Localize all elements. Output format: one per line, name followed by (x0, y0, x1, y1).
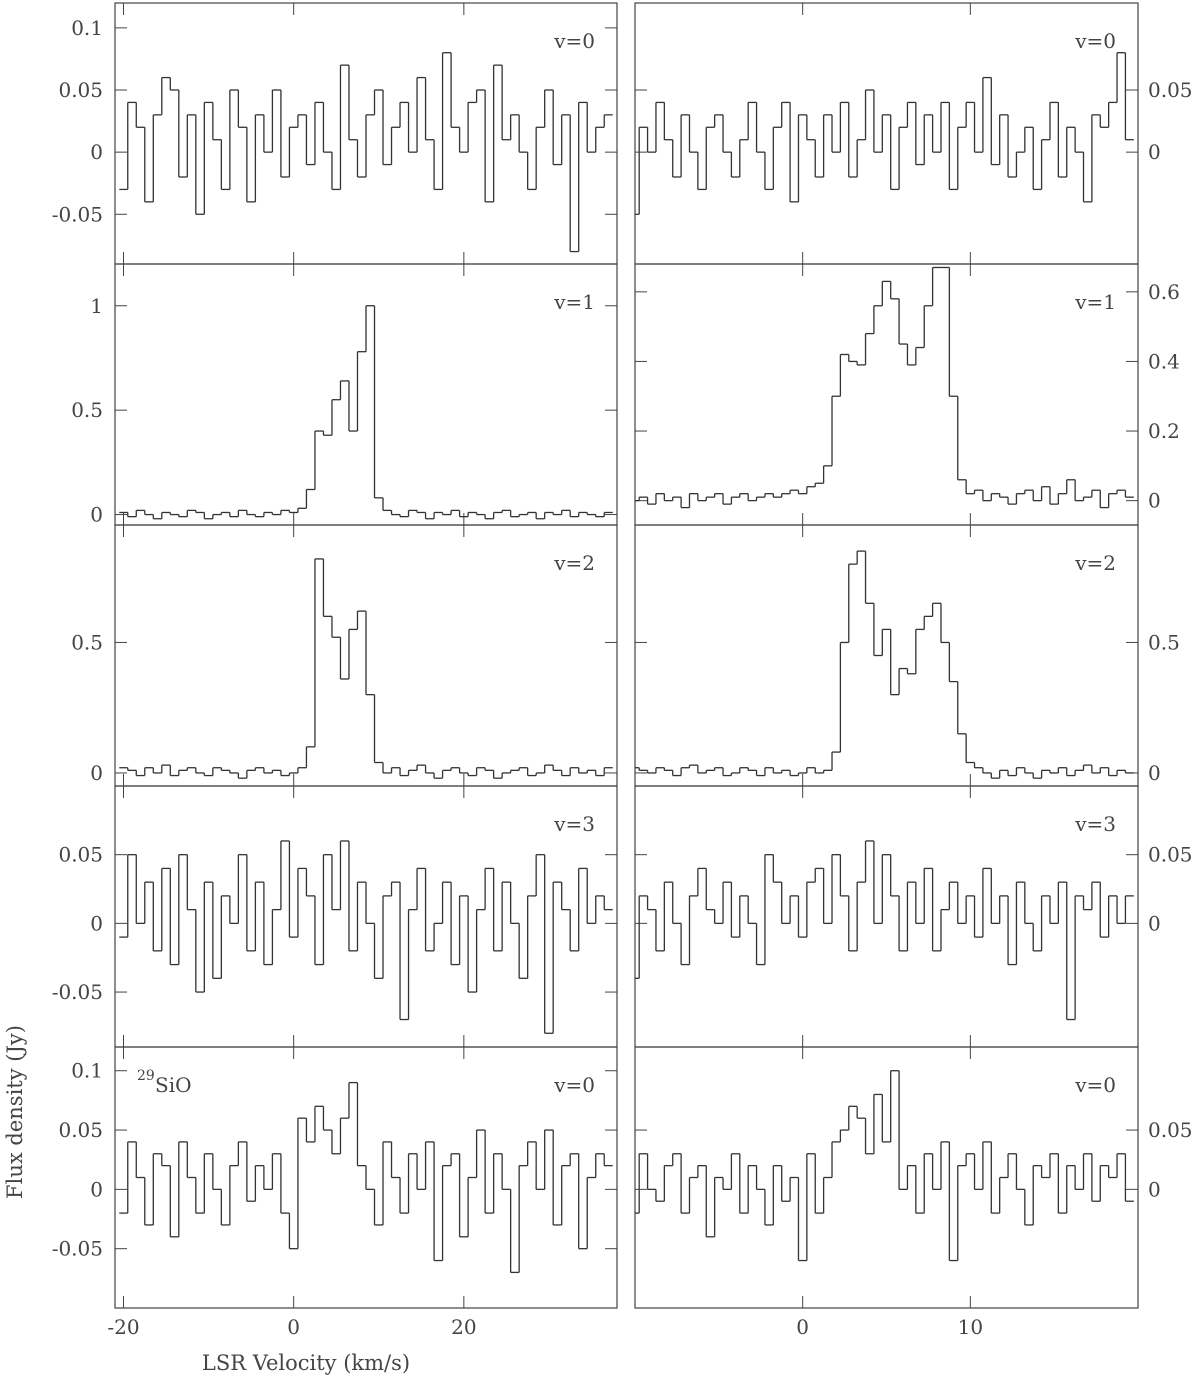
y-tick-label: 0 (90, 140, 103, 164)
spectrum (119, 305, 613, 520)
y-tick-label: 0 (1148, 911, 1161, 935)
y-tick-label: 1 (90, 294, 103, 318)
y-axis-label: Flux density (Jy) (3, 1025, 27, 1199)
annotation: v=1 (553, 290, 595, 314)
panel-frame (634, 2, 1139, 265)
y-tick-label: 0.05 (58, 78, 103, 102)
y-tick-label: 0.6 (1148, 280, 1180, 304)
annotation: v=3 (553, 812, 595, 836)
annotation: v=1 (1074, 290, 1116, 314)
panel: 0 0.5 v=2 (634, 524, 1180, 787)
y-tick-label: 0.2 (1148, 419, 1180, 443)
y-tick-label: 0.05 (1148, 1118, 1193, 1142)
panel-frame (634, 524, 1139, 787)
spectrum (119, 1081, 613, 1274)
panel: -0.05 0 0.05 v=3 (52, 785, 618, 1048)
y-tick-label: 0.5 (1148, 630, 1180, 654)
annotation: v=3 (1074, 812, 1116, 836)
step-riser (127, 558, 605, 779)
step-riser (638, 551, 1127, 779)
y-tick-label: -0.05 (52, 202, 103, 226)
panel: -0.05 0 0.05 0.1 -20 0 20 v=0 29 SiO LSR Velocity … (3, 1025, 618, 1375)
y-tick-label: 0.5 (71, 630, 103, 654)
panel-frame (634, 1046, 1139, 1309)
panel: 0 0.05 0 10 v=0 (634, 1046, 1193, 1339)
step-riser (638, 1070, 1127, 1261)
step-riser (127, 52, 605, 252)
x-axis-label: LSR Velocity (km/s) (202, 1351, 410, 1375)
y-tick-label: -0.05 (52, 980, 103, 1004)
annotation: v=0 (1074, 1073, 1116, 1097)
spectrum (119, 840, 613, 1034)
annotation: v=0 (1074, 29, 1116, 53)
annotation: v=0 (553, 29, 595, 53)
y-tick-label: 0.05 (58, 843, 103, 867)
x-tick-label: -20 (107, 1315, 139, 1339)
panel-frame (634, 263, 1139, 526)
panel-frame (114, 1046, 618, 1309)
y-tick-label: 0 (1148, 761, 1161, 785)
y-tick-label: 0.1 (71, 1059, 103, 1083)
panel: 0 0.5 1 v=1 (71, 263, 618, 527)
annotation: v=2 (553, 551, 595, 575)
x-tick-label: 0 (796, 1315, 809, 1339)
x-tick-label: 0 (287, 1315, 300, 1339)
annotation: v=2 (1074, 551, 1116, 575)
panel-frame (114, 263, 618, 526)
y-tick-label: 0 (1148, 140, 1161, 164)
spectrum (119, 52, 613, 253)
y-tick-label: 0 (90, 761, 103, 785)
x-tick-label: 20 (451, 1315, 476, 1339)
step-riser (127, 305, 605, 519)
y-tick-label: -0.05 (52, 1237, 103, 1261)
spectrum (635, 1070, 1134, 1262)
y-tick-label: 0.4 (1148, 349, 1180, 373)
step-riser (127, 1082, 605, 1273)
y-tick-label: 0.05 (1148, 843, 1193, 867)
step-riser (638, 267, 1127, 508)
isotope-label: SiO (155, 1073, 192, 1097)
step-riser (127, 840, 605, 1034)
step-riser (638, 52, 1127, 215)
spectrum (635, 266, 1134, 509)
step-riser (638, 840, 1127, 1020)
y-tick-label: 0.1 (71, 16, 103, 40)
y-tick-label: 0.05 (58, 1118, 103, 1142)
y-tick-label: 0.5 (71, 398, 103, 422)
y-tick-label: 0 (1148, 1177, 1161, 1201)
panel: 0 0.5 v=2 (71, 524, 618, 787)
annotation: v=0 (553, 1073, 595, 1097)
panel: 0 0.2 0.4 0.6 v=1 (634, 263, 1180, 526)
panel: 0 0.05 v=0 (634, 2, 1193, 265)
y-tick-label: 0 (90, 503, 103, 527)
spectrum (635, 840, 1134, 1021)
x-tick-label: 10 (958, 1315, 983, 1339)
isotope-sup: 29 (137, 1068, 155, 1084)
y-tick-label: 0 (1148, 489, 1161, 513)
spectrum (119, 558, 613, 779)
y-tick-label: 0.05 (1148, 78, 1193, 102)
y-tick-label: 0 (90, 1177, 103, 1201)
panel-frame (634, 785, 1139, 1048)
spectrum (635, 52, 1134, 215)
y-tick-label: 0 (90, 911, 103, 935)
panel: -0.05 0 0.05 0.1 v=0 (52, 2, 618, 265)
panel: 0 0.05 v=3 (634, 785, 1193, 1048)
spectrum (635, 550, 1134, 779)
